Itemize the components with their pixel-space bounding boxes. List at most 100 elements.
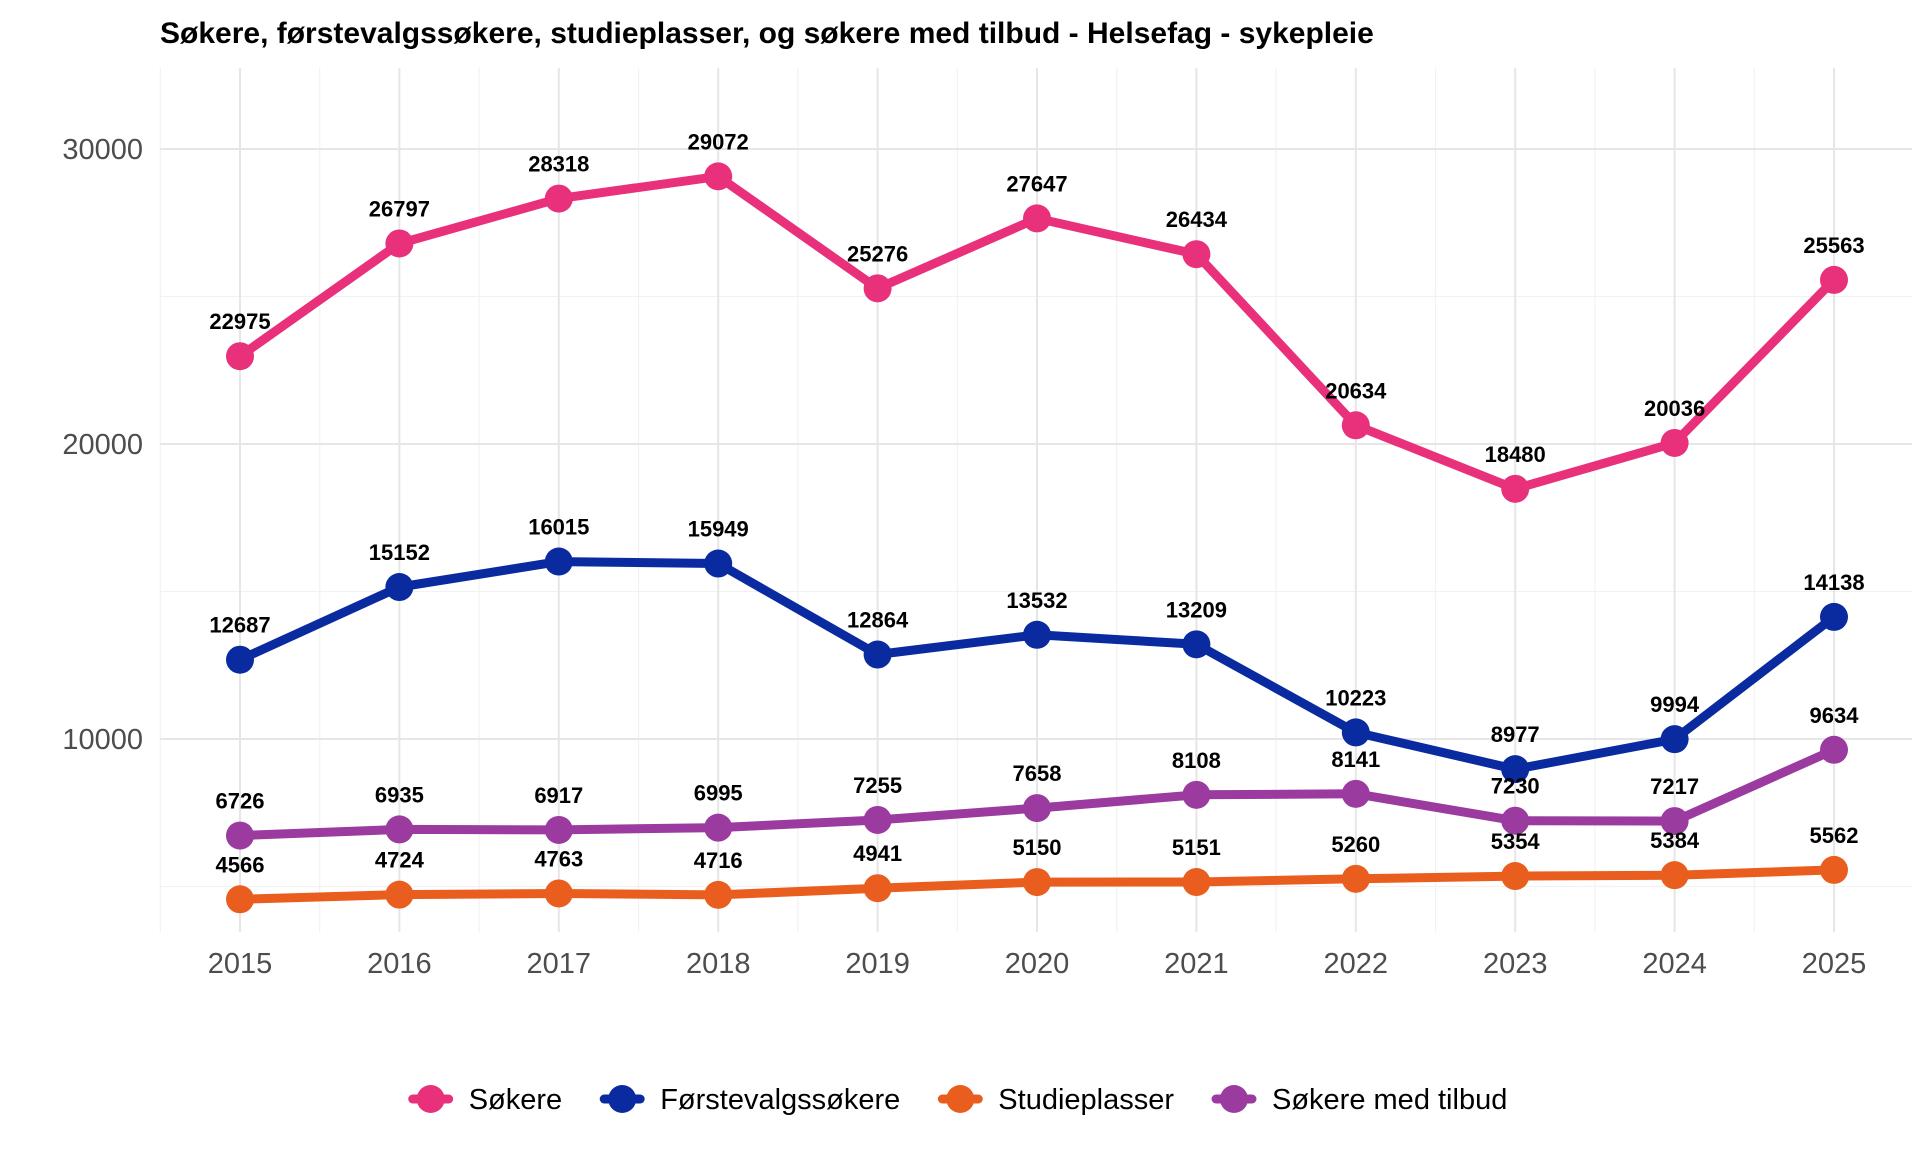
- data-label: 26434: [1166, 207, 1228, 232]
- data-point: [1501, 806, 1530, 835]
- data-label: 16015: [528, 515, 589, 540]
- data-point: [1023, 620, 1051, 649]
- data-point: [1341, 411, 1370, 440]
- data-point: [544, 547, 573, 576]
- data-label: 13532: [1006, 588, 1067, 613]
- legend-swatch-point: [1220, 1085, 1248, 1113]
- data-labels: 22975 26797 28318 29072 25276 27647 26434 20634…: [209, 129, 1864, 877]
- data-point: [226, 885, 254, 914]
- x-tick-label: 2023: [1483, 948, 1548, 980]
- x-tick-label: 2025: [1802, 948, 1867, 980]
- data-point: [1820, 602, 1848, 631]
- data-point: [1660, 428, 1689, 457]
- data-point: [385, 229, 414, 258]
- data-label: 5151: [1172, 835, 1221, 860]
- data-point: [704, 880, 733, 909]
- series-4: [226, 735, 1848, 850]
- data-point: [1182, 780, 1211, 809]
- x-tick-label: 2024: [1642, 948, 1707, 980]
- data-point: [226, 342, 254, 371]
- data-label: 5354: [1491, 829, 1541, 854]
- data-label: 4763: [534, 846, 583, 871]
- data-point: [1023, 868, 1051, 897]
- data-label: 6935: [375, 782, 424, 807]
- data-label: 15152: [369, 540, 430, 565]
- data-point: [863, 274, 892, 303]
- series-3: [226, 855, 1848, 914]
- data-label: 10223: [1325, 685, 1386, 710]
- data-label: 12687: [209, 613, 270, 638]
- data-point: [1660, 807, 1689, 836]
- x-tick-label: 2021: [1164, 948, 1229, 980]
- data-point: [1023, 794, 1051, 823]
- data-point: [1182, 630, 1211, 659]
- data-label: 5384: [1650, 828, 1700, 853]
- y-tick-label: 10000: [62, 724, 143, 756]
- y-tick-label: 30000: [62, 134, 143, 166]
- data-point: [704, 549, 733, 578]
- data-label: 27647: [1006, 171, 1067, 196]
- data-label: 5150: [1013, 835, 1062, 860]
- data-point: [385, 815, 414, 844]
- data-point: [385, 880, 414, 909]
- data-point: [863, 640, 892, 669]
- legend-label: Førstevalgssøkere: [660, 1084, 900, 1116]
- x-tick-label: 2017: [527, 948, 592, 980]
- data-label: 14138: [1803, 570, 1864, 595]
- data-point: [1501, 755, 1530, 784]
- legend-swatch-point: [416, 1085, 445, 1113]
- data-point: [385, 573, 414, 602]
- data-point: [704, 813, 733, 842]
- data-point: [1341, 779, 1370, 808]
- data-label: 28318: [528, 152, 589, 177]
- data-point: [863, 874, 892, 903]
- data-label: 20634: [1325, 378, 1387, 403]
- data-label: 12864: [847, 608, 909, 633]
- data-point: [1023, 204, 1051, 233]
- data-point: [1182, 868, 1211, 897]
- x-tick-label: 2020: [1005, 948, 1070, 980]
- data-label: 4941: [853, 841, 902, 866]
- data-point: [1820, 265, 1848, 294]
- data-point: [226, 821, 254, 850]
- x-tick-label: 2016: [367, 948, 432, 980]
- data-point: [1341, 718, 1370, 747]
- data-label: 22975: [209, 309, 270, 334]
- data-label: 4716: [694, 848, 743, 873]
- legend-item: Søkere: [408, 1084, 562, 1116]
- legend-swatch-point: [946, 1085, 975, 1113]
- x-tick-label: 2015: [208, 948, 273, 980]
- data-label: 6917: [534, 783, 583, 808]
- legend-item: Studieplasser: [937, 1084, 1174, 1116]
- y-axis-ticks: 10000 20000 30000: [62, 134, 143, 756]
- legend-item: Førstevalgssøkere: [599, 1084, 900, 1116]
- data-point: [863, 805, 892, 834]
- x-tick-label: 2022: [1324, 948, 1389, 980]
- series-2: [226, 547, 1848, 784]
- data-point: [1660, 861, 1689, 890]
- data-point: [1501, 474, 1530, 503]
- data-label: 8977: [1491, 722, 1540, 747]
- data-label: 20036: [1644, 396, 1705, 421]
- data-point: [544, 879, 573, 908]
- data-point: [704, 162, 733, 191]
- x-axis-ticks: 2015 2016 2017 2018 2019 2020 2021 2022 2023 2024…: [208, 948, 1867, 980]
- x-tick-label: 2019: [845, 948, 910, 980]
- data-point: [544, 815, 573, 844]
- data-label: 5260: [1331, 832, 1380, 857]
- data-label: 7658: [1013, 761, 1062, 786]
- data-point: [1341, 864, 1370, 893]
- data-label: 18480: [1485, 442, 1546, 467]
- legend-label: Søkere med tilbud: [1272, 1084, 1507, 1116]
- data-label: 25276: [847, 241, 908, 266]
- data-point: [1501, 862, 1530, 891]
- data-point: [226, 645, 254, 674]
- legend-label: Studieplasser: [998, 1084, 1174, 1116]
- chart-title: Søkere, førstevalgssøkere, studieplasser…: [160, 17, 1374, 50]
- data-label: 4566: [216, 852, 265, 877]
- data-label: 7217: [1650, 774, 1699, 799]
- data-label: 29072: [688, 129, 749, 154]
- data-label: 9634: [1810, 703, 1860, 728]
- legend-swatch-point: [608, 1085, 637, 1113]
